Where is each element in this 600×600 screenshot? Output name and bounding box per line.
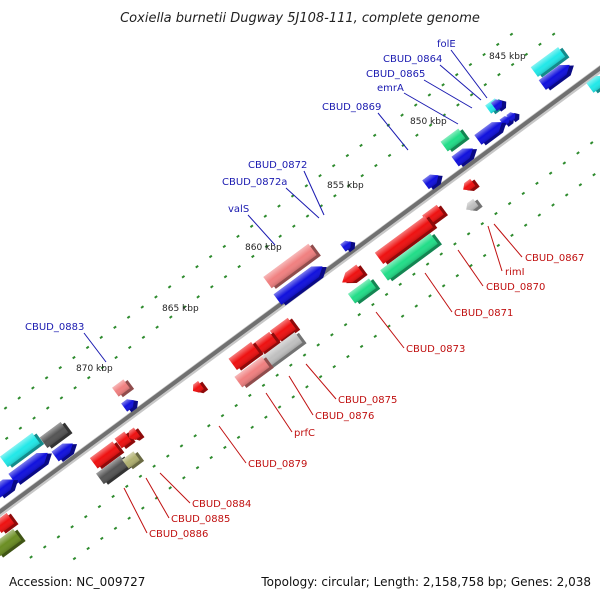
feature-prfC	[234, 356, 274, 388]
gene-label-CBUD_0871: CBUD_0871	[454, 308, 513, 319]
gene-label-folE: folE	[437, 39, 456, 50]
gene-features	[0, 47, 600, 558]
feature-CBUD_0873-b	[342, 264, 368, 284]
gene-label-CBUD_0884: CBUD_0884	[192, 499, 251, 510]
gene-label-CBUD_0867: CBUD_0867	[525, 253, 584, 264]
feature-blue-left-c	[0, 479, 19, 499]
feature-CBUD_0875-a	[269, 317, 301, 343]
feature-green-850	[440, 128, 470, 152]
gene-label-prfC: prfC	[294, 428, 315, 439]
gene-label-CBUD_0872: CBUD_0872	[248, 160, 307, 171]
feature-CBUD_0886-b	[122, 451, 145, 470]
tick-label-870: 870 kbp	[76, 364, 113, 374]
gene-label-CBUD_0876: CBUD_0876	[315, 411, 374, 422]
feature-CBUD_0873-a	[380, 233, 442, 282]
label-leaders	[83, 49, 523, 534]
gene-label-emrA: emrA	[377, 83, 404, 94]
gene-label-CBUD_0865: CBUD_0865	[366, 69, 425, 80]
gene-label-CBUD_0873: CBUD_0873	[406, 344, 465, 355]
feature-valS-pink	[263, 243, 321, 289]
gene-label-CBUD_0872a: CBUD_0872a	[222, 177, 287, 188]
gene-label-CBUD_0875: CBUD_0875	[338, 395, 397, 406]
gene-label-rimI: rimI	[505, 267, 525, 278]
feature-emrA	[474, 122, 507, 146]
feature-CBUD_0884-b	[128, 427, 145, 441]
map-title: Coxiella burnetii Dugway 5J108-111, comp…	[120, 11, 480, 26]
tick-label-860: 860 kbp	[245, 243, 282, 253]
feature-blue-855	[422, 174, 443, 190]
accession-text: Accession: NC_009727	[9, 575, 145, 589]
gene-label-CBUD_0869: CBUD_0869	[322, 102, 381, 113]
feature-blue-left-a	[51, 443, 78, 462]
gene-label-CBUD_0864: CBUD_0864	[383, 54, 442, 65]
feature-cyan-edge	[586, 75, 600, 94]
feature-CBUD_0879	[192, 381, 209, 394]
gene-label-CBUD_0885: CBUD_0885	[171, 514, 230, 525]
feature-blue-left-b	[8, 452, 52, 485]
tick-label-865: 865 kbp	[162, 304, 199, 314]
tick-label-855: 855 kbp	[327, 181, 364, 191]
feature-CBUD_0886-a	[96, 455, 133, 485]
feature-CBUD_0883	[121, 399, 139, 413]
feature-CBUD_0876	[228, 342, 264, 371]
gene-label-CBUD_0886: CBUD_0886	[149, 529, 208, 540]
tick-label-850: 850 kbp	[410, 117, 447, 127]
gene-label-CBUD_0879: CBUD_0879	[248, 459, 307, 470]
gene-label-valS: valS	[228, 204, 249, 215]
feature-rimI	[466, 198, 483, 211]
feature-CBUD_0865-b	[506, 112, 520, 123]
tick-label-845: 845 kbp	[489, 52, 526, 62]
feature-blue-top	[538, 64, 574, 91]
gc-dot-tracks	[3, 32, 596, 561]
gene-label-CBUD_0883: CBUD_0883	[25, 322, 84, 333]
feature-CBUD_0885	[89, 441, 125, 470]
feature-CBUD_0884-a	[114, 431, 136, 450]
feature-pink-870	[112, 379, 135, 398]
genome-summary-text: Topology: circular; Length: 2,158,758 bp…	[260, 575, 591, 589]
feature-red-left	[0, 513, 19, 534]
feature-valS	[273, 266, 327, 306]
feature-CBUD_0873-c	[347, 278, 381, 305]
feature-CBUD_0872	[340, 240, 356, 253]
feature-olive-left	[0, 529, 26, 558]
feature-dark-left	[39, 422, 73, 449]
feature-cyan-top	[530, 47, 570, 78]
feature-cyan-left	[0, 432, 45, 468]
feature-CBUD_0864	[491, 99, 507, 112]
feature-CBUD_0867	[463, 178, 480, 191]
feature-CBUD_0869	[451, 148, 478, 167]
gene-label-CBUD_0870: CBUD_0870	[486, 282, 545, 293]
feature-CBUD_0871	[374, 215, 438, 265]
